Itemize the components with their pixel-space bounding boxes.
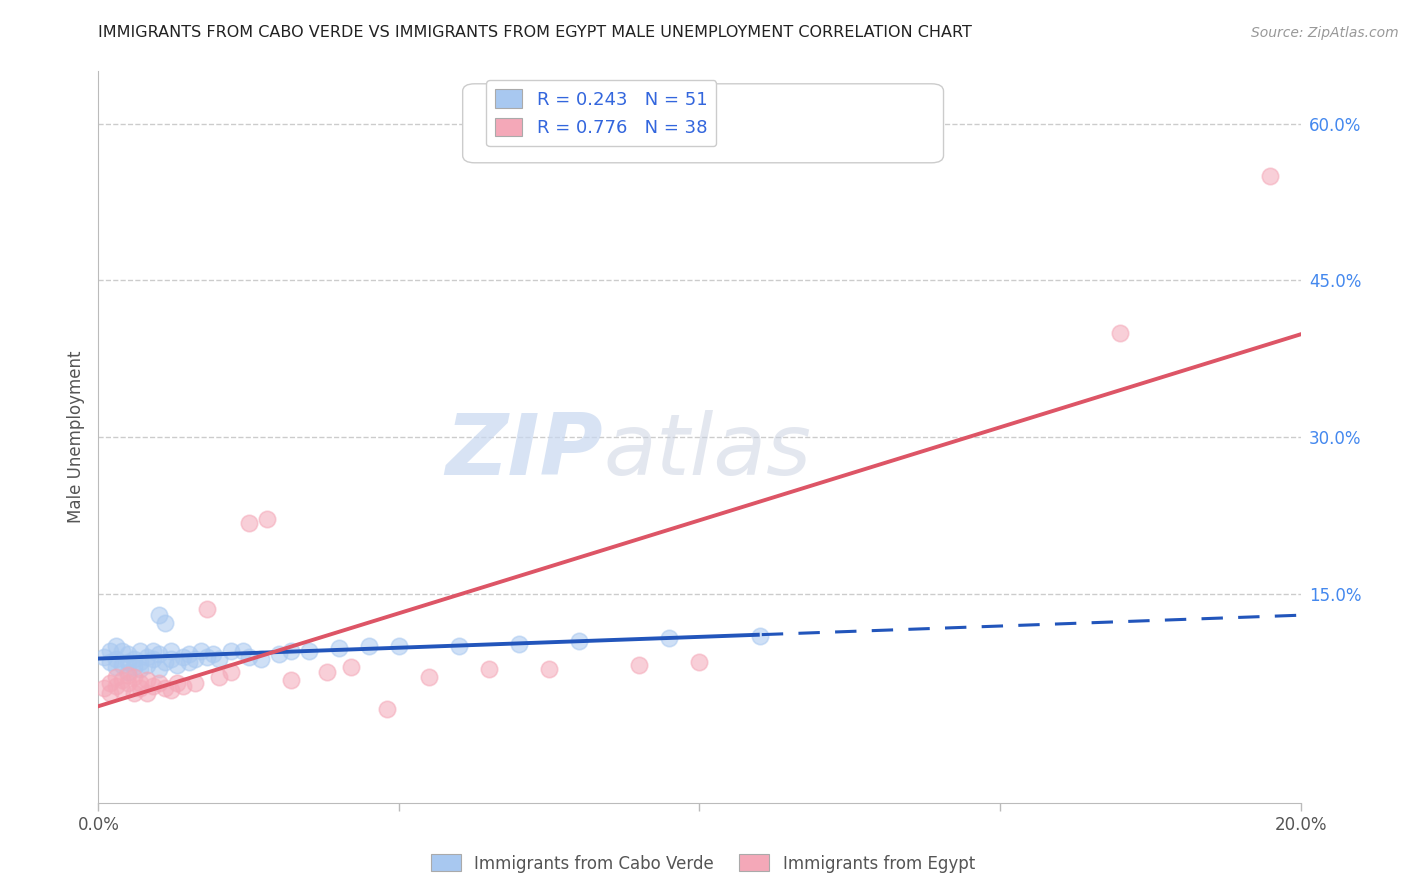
Point — [117, 648, 139, 662]
Point — [658, 631, 681, 645]
Point — [100, 675, 122, 690]
Point — [219, 665, 242, 680]
Point — [177, 648, 200, 662]
Point — [328, 641, 350, 656]
Point — [249, 651, 271, 665]
Y-axis label: Male Unemployment: Male Unemployment — [66, 351, 84, 524]
Point — [111, 682, 134, 697]
Point — [628, 657, 651, 672]
Point — [111, 644, 134, 658]
Point — [388, 639, 411, 653]
Point — [153, 616, 176, 631]
Point — [195, 649, 218, 664]
Point — [124, 660, 146, 674]
Point — [267, 648, 290, 662]
Point — [508, 637, 530, 651]
Point — [105, 670, 128, 684]
Point — [418, 670, 440, 684]
Point — [117, 665, 139, 680]
Point — [148, 662, 170, 676]
Point — [153, 681, 176, 695]
Point — [478, 662, 501, 676]
Legend: R = 0.243   N = 51, R = 0.776   N = 38: R = 0.243 N = 51, R = 0.776 N = 38 — [486, 80, 716, 146]
Point — [256, 511, 278, 525]
Point — [153, 655, 176, 669]
Point — [166, 657, 188, 672]
Point — [159, 644, 181, 658]
Point — [111, 673, 134, 687]
Point — [93, 649, 115, 664]
Point — [208, 651, 231, 665]
Point — [166, 675, 188, 690]
Text: IMMIGRANTS FROM CABO VERDE VS IMMIGRANTS FROM EGYPT MALE UNEMPLOYMENT CORRELATIO: IMMIGRANTS FROM CABO VERDE VS IMMIGRANTS… — [98, 25, 973, 40]
Point — [190, 644, 212, 658]
Point — [357, 639, 380, 653]
Point — [100, 686, 122, 700]
Point — [124, 670, 146, 684]
Point — [447, 639, 470, 653]
Point — [298, 644, 321, 658]
Point — [100, 655, 122, 669]
Point — [1109, 326, 1132, 340]
Point — [340, 660, 363, 674]
Point — [159, 651, 181, 665]
Point — [280, 673, 302, 687]
Point — [219, 644, 242, 658]
Point — [100, 644, 122, 658]
Point — [135, 649, 157, 664]
Point — [129, 681, 152, 695]
Point — [238, 649, 260, 664]
Point — [141, 651, 163, 665]
Point — [129, 644, 152, 658]
Point — [538, 662, 561, 676]
Point — [148, 675, 170, 690]
Point — [117, 655, 139, 669]
Point — [124, 686, 146, 700]
Point — [105, 679, 128, 693]
Point — [93, 681, 115, 695]
Point — [689, 655, 711, 669]
Point — [201, 648, 224, 662]
Point — [148, 607, 170, 622]
Text: atlas: atlas — [603, 410, 811, 493]
Point — [105, 651, 128, 665]
Point — [208, 670, 231, 684]
Point — [280, 644, 302, 658]
Point — [141, 644, 163, 658]
Point — [117, 675, 139, 690]
Point — [315, 665, 337, 680]
Legend: Immigrants from Cabo Verde, Immigrants from Egypt: Immigrants from Cabo Verde, Immigrants f… — [425, 847, 981, 880]
Point — [148, 648, 170, 662]
Point — [232, 644, 254, 658]
Text: ZIP: ZIP — [446, 410, 603, 493]
Point — [129, 662, 152, 676]
FancyBboxPatch shape — [463, 84, 943, 162]
Point — [748, 629, 770, 643]
Point — [135, 657, 157, 672]
Point — [124, 651, 146, 665]
Point — [195, 602, 218, 616]
Point — [135, 686, 157, 700]
Point — [105, 660, 128, 674]
Point — [177, 655, 200, 669]
Point — [111, 657, 134, 672]
Point — [159, 682, 181, 697]
Point — [105, 639, 128, 653]
Point — [238, 516, 260, 530]
Text: Source: ZipAtlas.com: Source: ZipAtlas.com — [1251, 26, 1399, 40]
Point — [129, 675, 152, 690]
Point — [568, 633, 591, 648]
Point — [172, 649, 194, 664]
Point — [1260, 169, 1282, 183]
Point — [172, 679, 194, 693]
Point — [117, 668, 139, 682]
Point — [129, 655, 152, 669]
Point — [141, 679, 163, 693]
Point — [375, 702, 398, 716]
Point — [183, 651, 205, 665]
Point — [183, 675, 205, 690]
Point — [135, 673, 157, 687]
